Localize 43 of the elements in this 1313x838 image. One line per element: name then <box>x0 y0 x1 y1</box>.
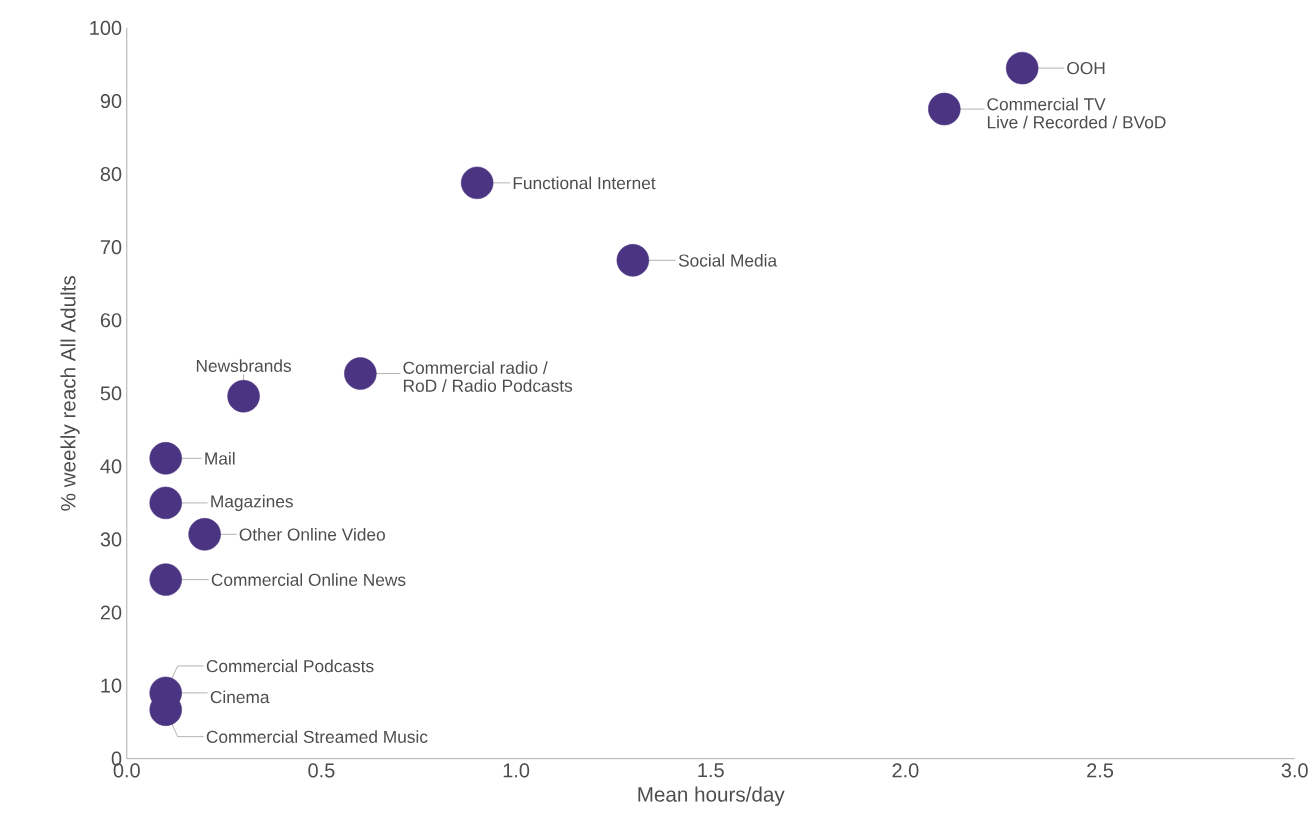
x-tick-label: 1.0 <box>503 763 530 778</box>
annotation: Newsbrands <box>196 359 292 373</box>
y-tick-label: 10 <box>101 678 122 693</box>
point <box>188 518 221 551</box>
y-axis-title: % weekly reach All Adults <box>60 276 80 511</box>
y-tick-label: 60 <box>100 313 122 328</box>
x-axis-title: Mean hours/day <box>638 786 785 807</box>
point <box>928 93 961 126</box>
y-tick-label: 20 <box>100 605 122 620</box>
annotation: Commercial Podcasts <box>206 659 374 673</box>
annotation: RoD / Radio Podcasts <box>403 379 573 393</box>
y-tick-label: 80 <box>100 167 122 182</box>
x-tick-label: 2.5 <box>1087 763 1114 778</box>
y-tick-label: 40 <box>100 459 122 474</box>
annotation: Commercial radio / <box>403 361 548 375</box>
point <box>1005 52 1039 85</box>
point <box>460 166 494 200</box>
annotation: Mail <box>205 452 235 465</box>
point <box>344 357 377 391</box>
point <box>227 380 260 413</box>
point <box>149 486 182 520</box>
annotation: Commercial Online News <box>211 573 406 587</box>
annotation: Cinema <box>210 690 270 704</box>
annotation: Functional Internet <box>513 176 656 190</box>
annotation: Live / Recorded / BVoD <box>987 115 1166 129</box>
annotation: Social Media <box>678 254 778 267</box>
y-tick-label: 90 <box>100 94 122 109</box>
annotation: Other Online Video <box>239 528 385 541</box>
y-tick-label: 50 <box>100 386 122 401</box>
x-tick-label: 2.0 <box>892 763 919 778</box>
y-tick-label: 30 <box>100 532 122 547</box>
y-tick-label: 100 <box>90 21 122 36</box>
annotation: Magazines <box>211 495 293 512</box>
annotation: OOH <box>1067 62 1105 75</box>
y-tick-label: 70 <box>100 240 122 255</box>
annotation: Commercial TV <box>987 97 1106 111</box>
x-tick-label: 3.0 <box>1281 763 1308 778</box>
point <box>616 244 650 277</box>
x-tick-label: 0.5 <box>308 763 335 778</box>
point <box>149 563 182 597</box>
annotation: Commercial Streamed Music <box>206 730 428 744</box>
point <box>149 442 182 475</box>
x-tick-label: 1.5 <box>698 763 724 778</box>
